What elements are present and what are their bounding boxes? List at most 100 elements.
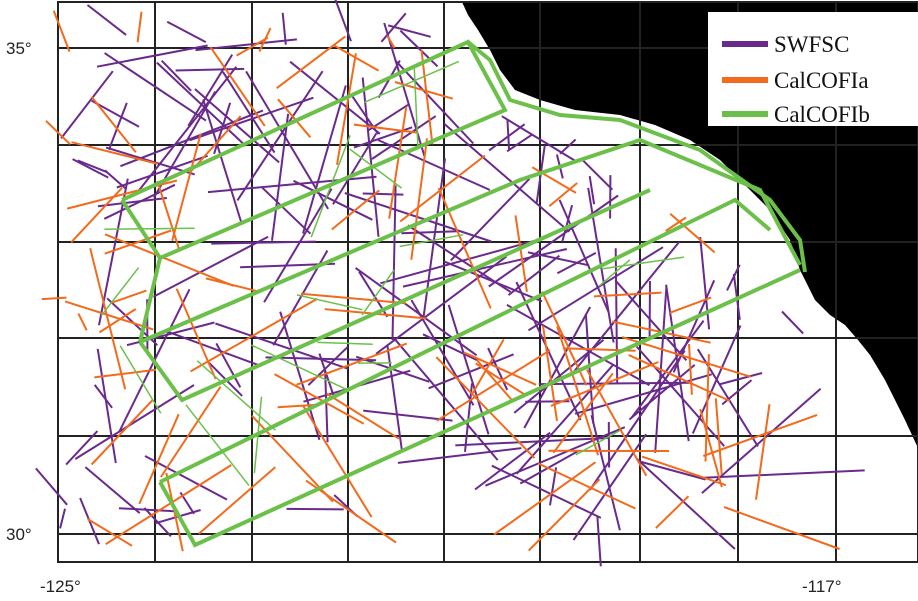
calcofia-track-20	[435, 356, 536, 459]
calcofia-track-82	[386, 35, 396, 49]
legend-label-calcofia: CalCOFIa	[774, 68, 869, 93]
swfsc-track-21	[175, 67, 245, 72]
swfsc-track-96	[401, 230, 458, 235]
swfsc-track-138	[293, 179, 373, 221]
swfsc-track-146	[74, 384, 195, 460]
calcofia-track-24	[552, 372, 614, 454]
calcofia-track-29	[175, 288, 217, 380]
swfsc-track-94	[590, 415, 621, 531]
swfsc-track-153	[402, 248, 568, 288]
calcofib-track-4	[158, 268, 801, 548]
swfsc-track-164	[324, 370, 329, 443]
calcofia-track-81	[138, 413, 180, 505]
swfsc-track-28	[35, 467, 68, 506]
calcofia-track-44	[277, 98, 312, 138]
swfsc-track-116	[422, 333, 479, 362]
calcofia-track-45	[274, 373, 365, 425]
swfsc-track-95	[93, 384, 113, 409]
swfsc-track-101	[527, 251, 590, 267]
calcofia-track-62	[699, 408, 723, 488]
calcofia-track-80	[98, 308, 137, 334]
swfsc-track-66	[380, 238, 542, 285]
calcofia-track-87	[593, 291, 662, 298]
calcofib-thin-track-19	[310, 135, 351, 238]
swfsc-track-129	[281, 12, 287, 45]
calcofib-thin-track-18	[119, 345, 162, 414]
swfsc-track-25	[506, 119, 511, 151]
swfsc-track-124	[455, 437, 608, 447]
calcofib-thin-track-11	[399, 233, 464, 248]
calcofia-track-89	[527, 478, 601, 552]
swfsc-track-58	[164, 329, 262, 368]
calcofia-track-54	[388, 107, 408, 219]
swfsc-track-126	[138, 66, 238, 191]
swfsc-track-158	[377, 139, 491, 191]
calcofib-track-5	[120, 198, 163, 343]
swfsc-track-140	[375, 255, 508, 355]
calcofia-track-6	[325, 392, 400, 440]
swfsc-track-130	[487, 347, 509, 391]
swfsc-track-72	[507, 254, 561, 296]
swfsc-track-35	[614, 248, 619, 383]
calcofia-track-43	[90, 399, 154, 466]
swfsc-track-127	[584, 314, 595, 424]
swfsc-track-50	[91, 99, 140, 128]
calcofia-track-70	[105, 464, 232, 545]
calcofia-track-0	[628, 354, 731, 402]
calcofia-track-73	[548, 182, 578, 207]
calcofia-track-4	[621, 336, 752, 378]
swfsc-track-91	[104, 52, 207, 122]
calcofia-track-30	[136, 11, 143, 43]
calcofia-track-37	[463, 351, 537, 386]
calcofia-track-36	[702, 413, 818, 457]
swfsc-track-108	[637, 460, 706, 481]
calcofia-track-32	[665, 216, 687, 232]
swfsc-track-123	[289, 60, 381, 135]
calcofia-tracks	[41, 10, 840, 552]
swfsc-track-85	[726, 264, 741, 291]
calcofia-track-8	[276, 35, 346, 89]
calcofib-track-2	[138, 188, 651, 403]
calcofia-track-9	[641, 455, 727, 487]
calcofia-track-5	[723, 506, 840, 550]
calcofib-thin-track-8	[296, 294, 363, 311]
swfsc-track-118	[628, 364, 696, 421]
calcofia-track-48	[655, 495, 690, 529]
calcofia-track-78	[296, 342, 408, 386]
lat-tick-35: 35°	[6, 39, 32, 58]
calcofib-track-1	[139, 137, 802, 344]
calcofia-track-69	[90, 96, 137, 153]
calcofia-track-71	[258, 27, 272, 53]
swfsc-track-120	[407, 224, 512, 293]
calcofia-track-11	[336, 53, 357, 165]
lon-tick-west: -125°	[40, 577, 81, 596]
swfsc-track-112	[363, 409, 453, 422]
swfsc-track-139	[265, 356, 377, 362]
calcofia-track-28	[41, 296, 67, 301]
calcofia-track-31	[586, 369, 648, 477]
calcofib-thin-track-14	[196, 360, 276, 431]
calcofib-track-6	[466, 40, 807, 273]
calcofia-track-26	[493, 461, 597, 536]
calcofib-thin-track-7	[185, 404, 250, 487]
calcofib-thin-track-16	[413, 67, 419, 150]
swfsc-track-3	[318, 353, 336, 399]
calcofia-track-75	[277, 403, 320, 409]
calcofib-thin-track-2	[100, 267, 140, 317]
swfsc-track-157	[387, 24, 431, 38]
swfsc-track-23	[701, 388, 822, 494]
swfsc-track-78	[160, 60, 192, 92]
calcofia-track-10	[475, 359, 513, 401]
swfsc-track-97	[60, 70, 114, 140]
calcofia-track-50	[399, 154, 486, 223]
swfsc-track-143	[84, 466, 141, 514]
swfsc-track-60	[361, 77, 380, 237]
swfsc-track-52	[202, 99, 242, 222]
calcofia-track-39	[514, 215, 528, 293]
swfsc-track-1	[523, 306, 591, 429]
calcofia-track-74	[64, 300, 154, 331]
swfsc-track-38	[588, 175, 596, 205]
calcofia-track-46	[704, 354, 710, 462]
swfsc-track-12	[245, 70, 329, 210]
swfsc-track-17	[428, 353, 514, 390]
